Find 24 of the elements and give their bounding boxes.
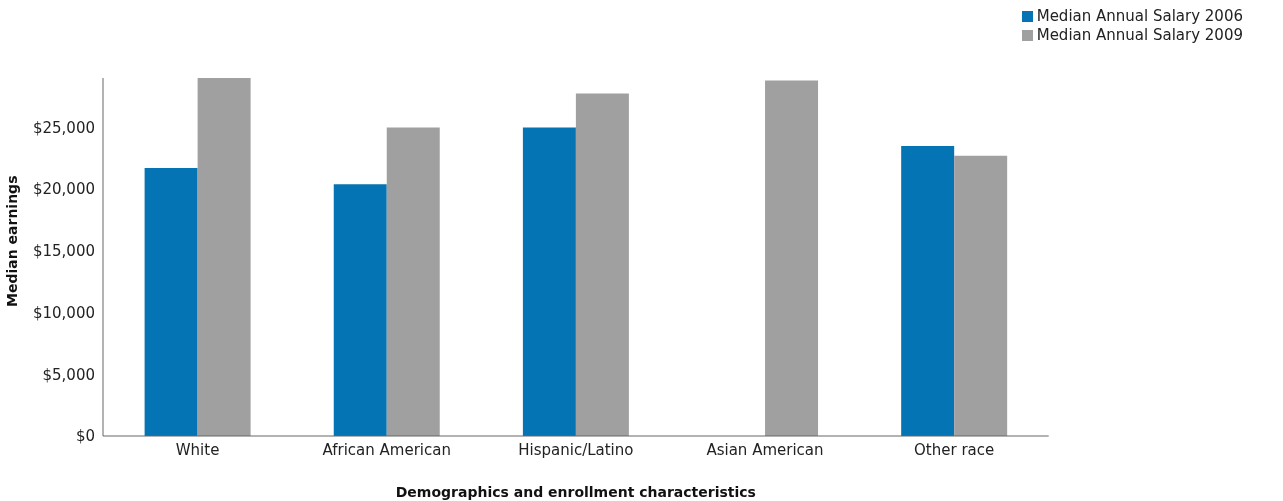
y-tick-label: $15,000 — [32, 242, 95, 261]
y-tick-label: $25,000 — [32, 118, 95, 137]
y-tick-label: $10,000 — [32, 303, 95, 322]
x-tick-label: Asian American — [706, 440, 824, 459]
bar — [144, 168, 198, 436]
bar — [901, 145, 955, 436]
bar — [522, 127, 576, 436]
bar — [197, 78, 251, 436]
x-tick-label: African American — [322, 440, 451, 459]
x-tick-label: Hispanic/Latino — [518, 440, 634, 459]
x-tick-label: White — [175, 440, 220, 459]
legend-label: Median Annual Salary 2006 — [1036, 7, 1243, 25]
y-tick-label: $20,000 — [32, 180, 95, 199]
y-axis-title: Median earnings — [3, 175, 20, 307]
y-tick-label: $5,000 — [42, 365, 95, 384]
bar — [765, 80, 819, 436]
legend-label: Median Annual Salary 2009 — [1036, 26, 1243, 44]
x-tick-label: Other race — [914, 440, 995, 459]
bar — [333, 184, 387, 436]
y-tick-label: $0 — [75, 427, 95, 446]
bar — [954, 155, 1008, 436]
bar — [575, 93, 629, 436]
x-axis-title: Demographics and enrollment characteristics — [395, 484, 756, 500]
bar — [386, 127, 440, 436]
